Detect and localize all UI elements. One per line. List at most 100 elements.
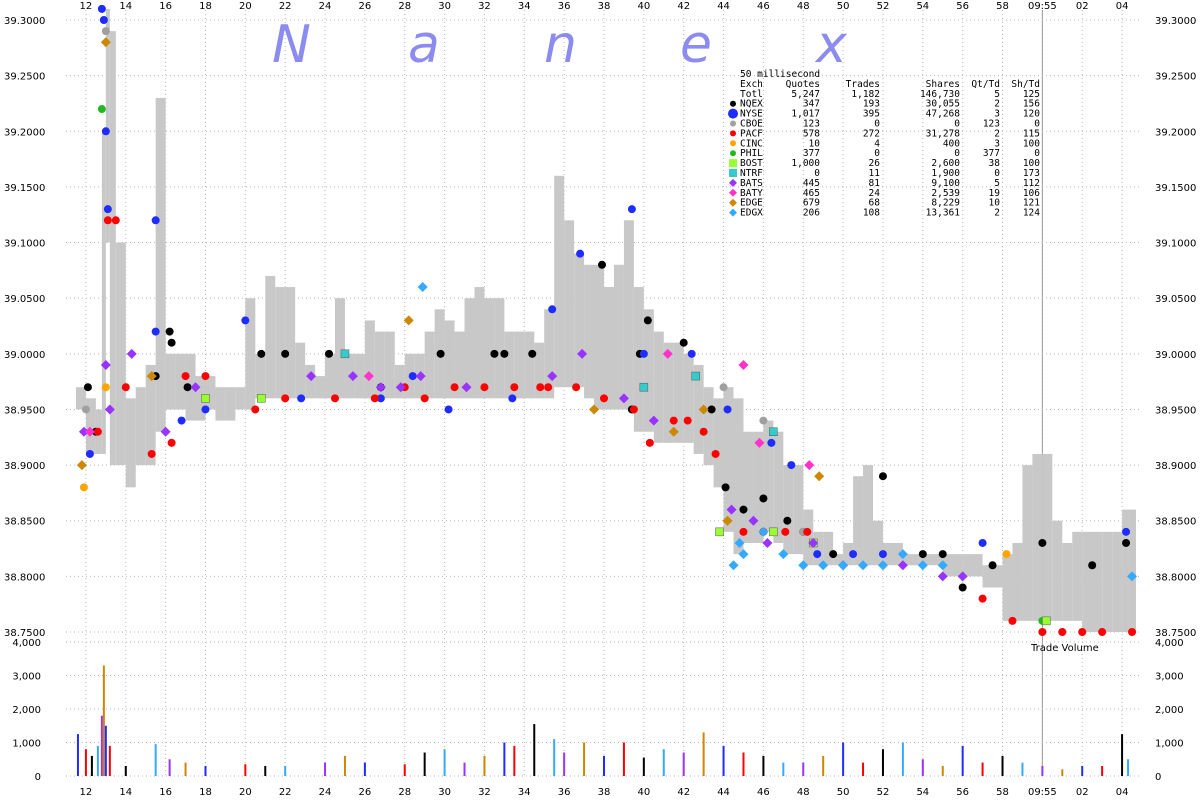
- volume-bar: [76, 734, 79, 776]
- x-tick-label-bottom: 58: [996, 787, 1009, 798]
- point-nyse: [151, 216, 160, 225]
- point-nyse: [576, 249, 585, 258]
- point-nyse: [151, 327, 160, 336]
- range-band-segment: [384, 331, 395, 399]
- point-pacf: [572, 383, 581, 392]
- point-nyse: [444, 405, 453, 414]
- legend-marker-bats: [729, 178, 737, 187]
- point-edgx: [818, 560, 829, 571]
- volume-bar: [862, 762, 865, 776]
- stats-cell: 81: [869, 178, 881, 189]
- stats-cell: 26: [869, 158, 881, 169]
- point-pacf: [536, 383, 545, 392]
- point-edgx: [758, 526, 769, 537]
- range-band-segment: [564, 220, 575, 388]
- range-band-segment: [1072, 531, 1083, 621]
- y-tick-label-left: 38.9500: [4, 405, 45, 416]
- point-pacf: [201, 372, 210, 381]
- brand-letter: N: [272, 15, 311, 75]
- x-tick-label-bottom: 38: [598, 787, 611, 798]
- volume-bar: [921, 759, 924, 776]
- range-band-segment: [544, 309, 555, 399]
- volume-chart-title: Trade Volume: [1030, 643, 1099, 654]
- volume-bar: [583, 742, 586, 776]
- range-band-segment: [882, 542, 903, 566]
- x-tick-label-top: 34: [518, 1, 531, 12]
- x-tick-label-bottom: 48: [797, 787, 810, 798]
- range-band-segment: [354, 353, 365, 399]
- point-nyse: [297, 394, 306, 403]
- x-tick-label-top: 14: [119, 1, 132, 12]
- point-baty: [804, 460, 815, 471]
- point-edgx: [417, 282, 428, 293]
- point-nqex: [257, 349, 266, 358]
- point-bats: [306, 371, 317, 382]
- stats-cell: 68: [869, 198, 881, 209]
- point-pacf: [181, 372, 190, 381]
- y-tick-label-right: 38.8000: [1155, 572, 1196, 583]
- point-bats: [100, 359, 111, 370]
- point-ntrf: [691, 371, 700, 381]
- stats-cell: 0: [1034, 119, 1040, 130]
- point-pacf: [1078, 628, 1087, 636]
- stats-cell: 100: [1023, 158, 1040, 169]
- point-cinc: [79, 483, 88, 492]
- stats-total-cell: 5,247: [791, 89, 820, 100]
- y-tick-label-right: 39.3000: [1155, 16, 1196, 27]
- point-bats: [126, 348, 137, 359]
- point-nqex: [759, 494, 768, 503]
- point-pacf: [699, 427, 708, 436]
- volume-bar: [901, 742, 904, 776]
- x-tick-label-bottom: 16: [159, 787, 172, 798]
- stats-cell: 395: [863, 109, 880, 120]
- x-tick-label-top: 46: [757, 1, 770, 12]
- y-tick-label-left: 39.1500: [4, 183, 45, 194]
- point-nyse: [723, 405, 732, 414]
- point-edgx: [937, 560, 948, 571]
- point-nqex: [528, 349, 537, 358]
- point-bats: [547, 371, 558, 382]
- volume-bar: [742, 752, 745, 776]
- point-baty: [738, 359, 749, 370]
- point-bost: [715, 527, 724, 537]
- point-nqex: [281, 349, 290, 358]
- range-band-segment: [255, 353, 266, 399]
- stats-cell: 1,900: [931, 168, 960, 179]
- y-tick-label-left: 38.9000: [4, 461, 45, 472]
- volume-bar: [603, 755, 605, 776]
- axis-tick-labels: 1212141416161818202022222424262628283030…: [4, 1, 1196, 798]
- volume-tick-label-right: 0: [1155, 772, 1161, 783]
- range-band-segment: [195, 376, 206, 421]
- range-band-segment: [1128, 509, 1137, 632]
- x-tick-label-bottom: 50: [837, 787, 850, 798]
- x-tick-label-top: 36: [558, 1, 571, 12]
- y-tick-label-right: 38.9000: [1155, 461, 1196, 472]
- stats-cell: 400: [943, 138, 960, 149]
- x-tick-label-top: 52: [877, 1, 890, 12]
- range-band-segment: [135, 387, 146, 466]
- volume-bar: [981, 762, 984, 776]
- point-pacf: [739, 527, 748, 536]
- volume-bar: [343, 755, 346, 776]
- point-nyse: [376, 394, 385, 403]
- range-band-segment: [594, 264, 604, 410]
- range-band-segment: [105, 8, 110, 243]
- stats-cell: 24: [869, 188, 881, 199]
- point-nyse: [548, 305, 557, 314]
- range-band-segment: [285, 287, 296, 399]
- x-tick-label-top: 18: [199, 1, 212, 12]
- stats-cell: 8,229: [931, 198, 960, 209]
- range-band-segment: [75, 387, 86, 410]
- point-nqex: [829, 550, 838, 559]
- stats-cell: 10: [809, 138, 821, 149]
- x-tick-label-bottom: 46: [757, 787, 770, 798]
- volume-bar: [1021, 762, 1024, 776]
- y-tick-label-left: 38.8000: [4, 572, 45, 583]
- range-band-segment: [843, 542, 854, 566]
- stats-cell: 465: [803, 188, 820, 199]
- range-band-segment: [374, 331, 385, 399]
- point-nyse: [787, 461, 796, 470]
- range-band-segment: [623, 220, 634, 410]
- y-tick-label-left: 39.1000: [4, 239, 45, 250]
